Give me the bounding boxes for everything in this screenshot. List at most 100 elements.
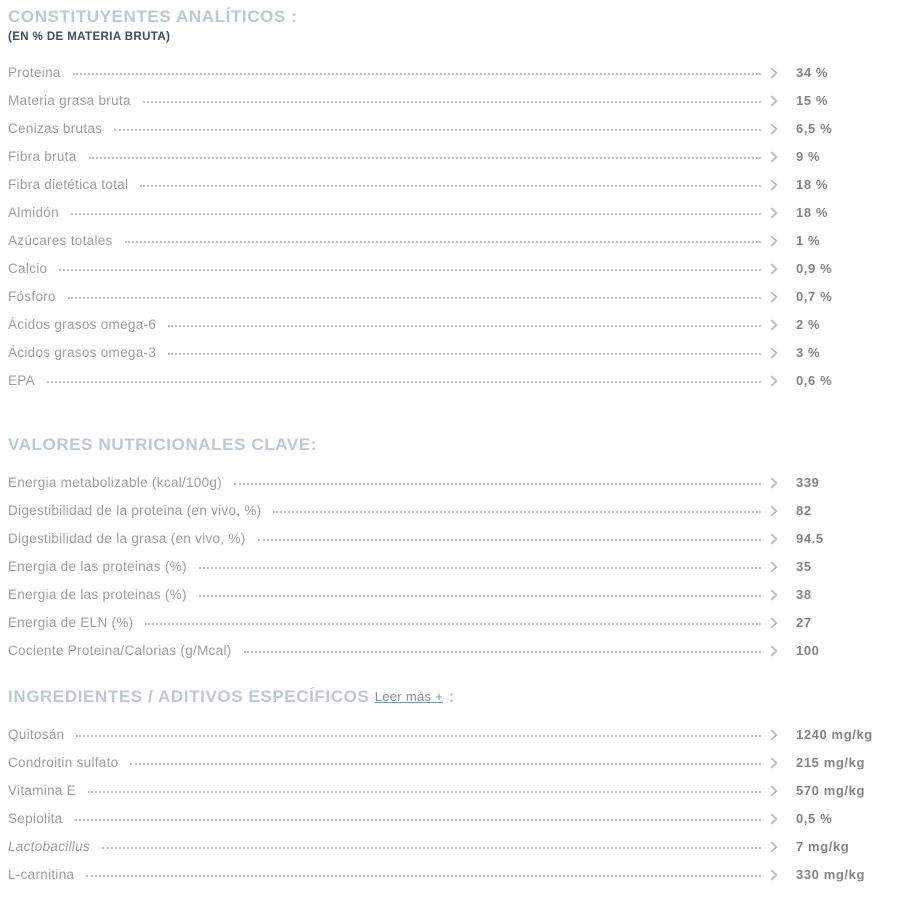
row-value: 0,9 % [796, 260, 833, 276]
row-label: L-carnitina [8, 866, 75, 882]
table-row: Cociente Proteina/Calorias (g/Mcal) 100 [8, 636, 888, 664]
row-value: 38 [796, 586, 812, 602]
row-value: 339 [796, 474, 820, 490]
row-label: Digestibilidad de la grasa (en vivo, %) [8, 530, 246, 546]
dotted-leader [198, 567, 761, 569]
table-row: Azúcares totales 1 % [8, 226, 888, 254]
section-key-nutritional-values: VALORES NUTRICIONALES CLAVE: Energia met… [8, 434, 888, 664]
table-row: Proteina 34 % [8, 58, 888, 86]
dotted-leader [145, 623, 761, 625]
table-row: Ácidos grasos omega-6 2 % [8, 310, 888, 338]
row-label: Quitosán [8, 726, 65, 742]
table-row: Lactobacillus 7 mg/kg [8, 832, 888, 860]
dotted-leader [198, 595, 761, 597]
table-row: Materia grasa bruta 15 % [8, 86, 888, 114]
row-value: 1240 mg/kg [796, 726, 873, 742]
section-ingredients-additives: INGREDIENTES / ADITIVOS ESPECÍFICOS Leer… [8, 686, 888, 888]
row-label: Vitamina E [8, 782, 77, 798]
row-label: Materia grasa bruta [8, 92, 131, 108]
section-title-text: INGREDIENTES / ADITIVOS ESPECÍFICOS [8, 687, 370, 706]
row-value: 570 mg/kg [796, 782, 865, 798]
table-row: Digestibilidad de la grasa (en vivo, %) … [8, 524, 888, 552]
dotted-leader [88, 157, 761, 159]
dotted-leader [74, 819, 761, 821]
row-label: Cenizas brutas [8, 120, 103, 136]
row-value: 27 [796, 614, 812, 630]
row-label: Energia de ELN (%) [8, 614, 134, 630]
table-row: Almidón 18 % [8, 198, 888, 226]
row-label: Sepiolita [8, 810, 63, 826]
row-value: 0,5 % [796, 810, 833, 826]
dotted-leader [273, 511, 761, 513]
row-value: 18 % [796, 176, 829, 192]
dotted-leader [140, 185, 761, 187]
row-label: Fósforo [8, 288, 56, 304]
analytical-constituents-rows: Proteina 34 % Materia grasa bruta 15 % C… [8, 58, 888, 394]
table-row: Quitosán 1240 mg/kg [8, 720, 888, 748]
dotted-leader [67, 297, 761, 299]
table-row: Calcio 0,9 % [8, 254, 888, 282]
row-value: 100 [796, 642, 820, 658]
table-row: Condroitin sulfato 215 mg/kg [8, 748, 888, 776]
section-title-suffix: : [448, 687, 455, 706]
row-value: 330 mg/kg [796, 866, 865, 882]
read-more-link[interactable]: Leer más + [374, 689, 444, 704]
table-row: Energia de las proteinas (%) 38 [8, 580, 888, 608]
row-label: Energia de las proteinas (%) [8, 586, 187, 602]
table-row: Fibra dietética total 18 % [8, 170, 888, 198]
row-label: Digestibilidad de la proteina (en vivo, … [8, 502, 262, 518]
table-row: Vitamina E 570 mg/kg [8, 776, 888, 804]
dotted-leader [46, 381, 761, 383]
section-title-key-nutritional-values: VALORES NUTRICIONALES CLAVE: [8, 435, 317, 454]
row-label: Ácidos grasos omega-6 [8, 316, 157, 332]
table-row: Ácidos grasos omega-3 3 % [8, 338, 888, 366]
row-label: Cociente Proteina/Calorias (g/Mcal) [8, 642, 232, 658]
row-label: Energia metabolizable (kcal/100g) [8, 474, 223, 490]
row-value: 2 % [796, 316, 821, 332]
dotted-leader [88, 791, 761, 793]
row-value: 15 % [796, 92, 829, 108]
ingredients-additives-rows: Quitosán 1240 mg/kg Condroitin sulfato 2… [8, 720, 888, 888]
dotted-leader [59, 269, 761, 271]
row-label: Almidón [8, 204, 59, 220]
dotted-leader [124, 241, 761, 243]
dotted-leader [257, 539, 761, 541]
table-row: L-carnitina 330 mg/kg [8, 860, 888, 888]
table-row: Fibra bruta 9 % [8, 142, 888, 170]
row-label: Ácidos grasos omega-3 [8, 344, 157, 360]
key-nutritional-values-rows: Energia metabolizable (kcal/100g) 339 Di… [8, 468, 888, 664]
dotted-leader [70, 213, 761, 215]
row-value: 215 mg/kg [796, 754, 865, 770]
row-value: 0,7 % [796, 288, 833, 304]
row-label: Lactobacillus [8, 838, 90, 854]
table-row: Digestibilidad de la proteina (en vivo, … [8, 496, 888, 524]
dotted-leader [101, 847, 761, 849]
row-value: 34 % [796, 64, 829, 80]
row-value: 6,5 % [796, 120, 833, 136]
table-row: Energia de ELN (%) 27 [8, 608, 888, 636]
row-value: 94.5 [796, 530, 824, 546]
row-value: 9 % [796, 148, 821, 164]
section-title-ingredients-additives: INGREDIENTES / ADITIVOS ESPECÍFICOS Leer… [8, 686, 888, 708]
dotted-leader [76, 735, 761, 737]
dotted-leader [234, 483, 761, 485]
table-row: Energia de las proteinas (%) 35 [8, 552, 888, 580]
row-label: Fibra dietética total [8, 176, 129, 192]
section-analytical-constituents: CONSTITUYENTES ANALÍTICOS : (EN % DE MAT… [8, 6, 888, 394]
row-value: 3 % [796, 344, 821, 360]
row-label: Condroitin sulfato [8, 754, 119, 770]
table-row: Energia metabolizable (kcal/100g) 339 [8, 468, 888, 496]
row-value: 82 [796, 502, 812, 518]
dotted-leader [168, 325, 761, 327]
dotted-leader [130, 763, 761, 765]
dotted-leader [114, 129, 761, 131]
row-label: Energia de las proteinas (%) [8, 558, 187, 574]
row-value: 35 [796, 558, 812, 574]
row-value: 7 mg/kg [796, 838, 850, 854]
dotted-leader [86, 875, 761, 877]
section-title-analytical-constituents: CONSTITUYENTES ANALÍTICOS : [8, 7, 298, 26]
row-label: Calcio [8, 260, 48, 276]
table-row: Fósforo 0,7 % [8, 282, 888, 310]
dotted-leader [142, 101, 761, 103]
